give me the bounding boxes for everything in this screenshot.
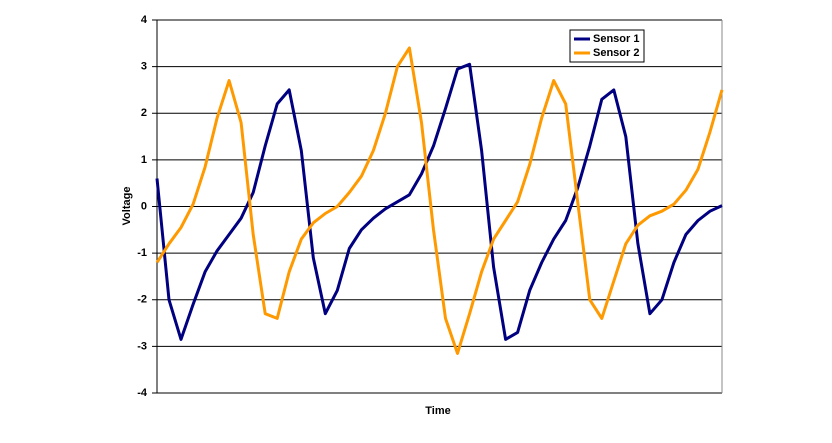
legend-label: Sensor 1	[593, 33, 639, 45]
series-line	[155, 62, 723, 341]
y-axis-label: Voltage	[121, 187, 133, 226]
y-tick-label: 2	[141, 107, 147, 119]
y-tick-label: 3	[141, 61, 147, 73]
y-tick-label: 1	[141, 154, 147, 166]
y-tick-label: -4	[137, 387, 148, 399]
y-tick-label: 0	[141, 200, 147, 212]
legend-box	[569, 29, 645, 63]
y-tick-label: 4	[141, 14, 148, 26]
y-tick-label: -2	[137, 294, 147, 306]
y-tick-label: -1	[137, 247, 147, 259]
x-axis-label: Time	[425, 405, 450, 417]
series-line	[155, 46, 724, 355]
legend-label: Sensor 2	[593, 47, 639, 59]
y-tick-label: -3	[137, 340, 147, 352]
